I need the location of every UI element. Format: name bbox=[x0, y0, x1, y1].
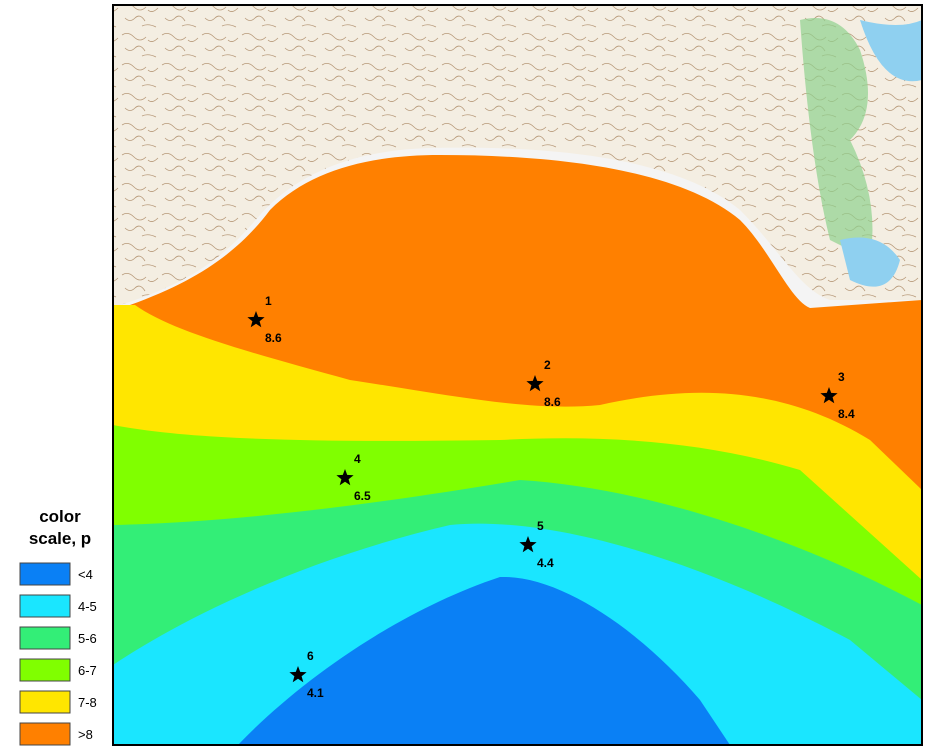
legend-label: 4-5 bbox=[78, 599, 97, 614]
station-value: 8.6 bbox=[544, 395, 561, 409]
station-marker bbox=[526, 375, 544, 392]
legend-label: >8 bbox=[78, 727, 93, 742]
station-value: 4.4 bbox=[537, 556, 554, 570]
legend-swatch bbox=[19, 562, 71, 586]
legend-swatch bbox=[19, 722, 71, 746]
legend-swatch bbox=[19, 690, 71, 714]
legend-label: 5-6 bbox=[78, 631, 97, 646]
stations: 1 8.6 2 8.6 3 8.4 4 6.5 5 4.4 6 4.1 bbox=[247, 294, 855, 700]
station-marker bbox=[336, 469, 354, 486]
station-marker bbox=[289, 666, 307, 683]
legend-title: color scale, p bbox=[28, 507, 92, 548]
station-marker bbox=[519, 536, 537, 553]
station-id: 5 bbox=[537, 519, 544, 533]
legend-swatch bbox=[19, 594, 71, 618]
station-value: 8.6 bbox=[265, 331, 282, 345]
station-id: 4 bbox=[354, 452, 361, 466]
legend-label: 6-7 bbox=[78, 663, 97, 678]
station-value: 6.5 bbox=[354, 489, 371, 503]
station-id: 6 bbox=[307, 649, 314, 663]
legend-swatch bbox=[19, 626, 71, 650]
legend-label: <4 bbox=[78, 567, 93, 582]
station-value: 8.4 bbox=[838, 407, 855, 421]
map-area bbox=[113, 5, 922, 745]
legend-label: 7-8 bbox=[78, 695, 97, 710]
station-marker bbox=[247, 311, 265, 328]
station-id: 1 bbox=[265, 294, 272, 308]
station-id: 2 bbox=[544, 358, 551, 372]
station-value: 4.1 bbox=[307, 686, 324, 700]
legend: <4 4-5 5-6 6-7 7-8 >8 bbox=[19, 562, 97, 746]
map-frame bbox=[112, 4, 923, 746]
station-id: 3 bbox=[838, 370, 845, 384]
station-marker bbox=[820, 387, 838, 404]
legend-swatch bbox=[19, 658, 71, 682]
